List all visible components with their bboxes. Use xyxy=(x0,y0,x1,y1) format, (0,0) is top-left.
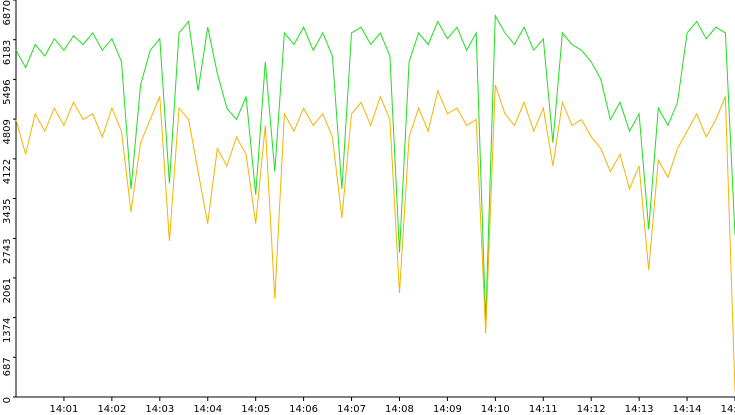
x-tick-label: 14:10 xyxy=(481,404,510,415)
x-tick-label: 14:15 xyxy=(721,404,735,415)
x-tick-label: 14:06 xyxy=(289,404,318,415)
x-tick-label: 14:13 xyxy=(625,404,654,415)
x-tick-label: 14:12 xyxy=(577,404,606,415)
x-tick-label: 14:05 xyxy=(241,404,270,415)
x-tick-label: 14:14 xyxy=(673,404,702,415)
x-tick-label: 14:07 xyxy=(337,404,366,415)
series-line xyxy=(15,13,735,322)
x-tick-label: 14:02 xyxy=(97,404,126,415)
x-tick-label: 14:09 xyxy=(433,404,462,415)
y-tick-label: 2061 xyxy=(2,278,13,303)
y-tick-label: 0 xyxy=(2,397,13,403)
y-tick-label: 2743 xyxy=(2,238,13,263)
y-tick-label: 4122 xyxy=(2,159,13,184)
x-tick-label: 14:11 xyxy=(529,404,558,415)
x-tick-label: 14:04 xyxy=(193,404,222,415)
y-tick-label: 6870 xyxy=(2,0,13,25)
x-tick-label: 14:03 xyxy=(145,404,174,415)
y-tick-label: 687 xyxy=(2,357,13,376)
y-tick-label: 5496 xyxy=(2,79,13,104)
x-tick-label: 14:01 xyxy=(50,404,79,415)
x-tick-label: 14:08 xyxy=(385,404,414,415)
y-tick-label: 1374 xyxy=(2,318,13,343)
y-tick-label: 6183 xyxy=(2,40,13,65)
series-line xyxy=(15,84,735,392)
y-tick-label: 3435 xyxy=(2,199,13,224)
y-tick-label: 4809 xyxy=(2,119,13,144)
